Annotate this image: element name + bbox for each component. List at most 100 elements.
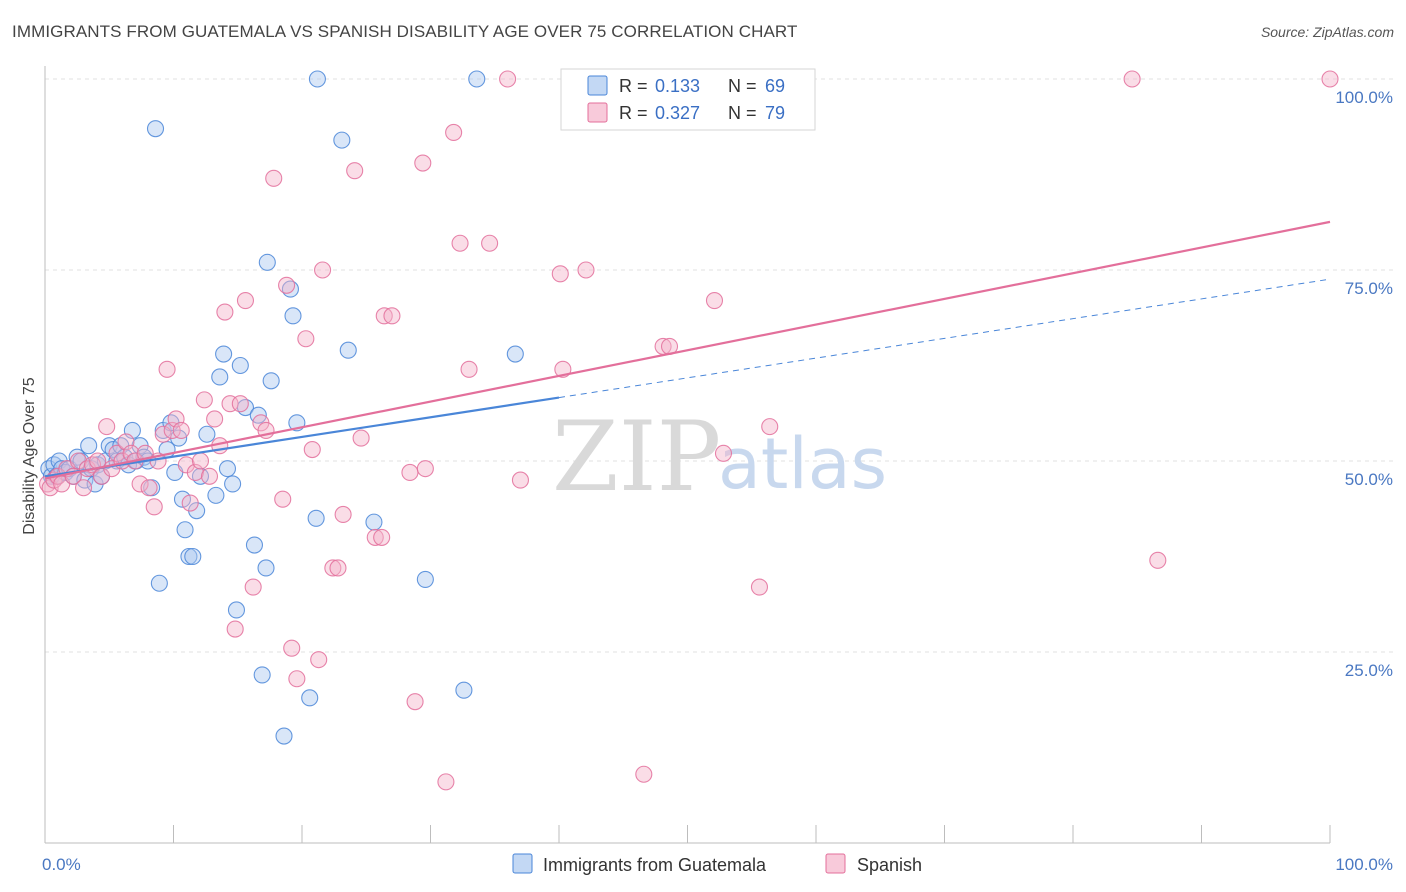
point-guatemala-43 — [198, 425, 216, 443]
point-guatemala-66 — [339, 341, 357, 359]
watermark-atlas: atlas — [718, 423, 887, 505]
point-spanish-34 — [195, 391, 213, 409]
point-guatemala-48 — [224, 475, 242, 493]
point-spanish-82 — [714, 444, 733, 462]
point-spanish-25 — [154, 425, 172, 443]
point-guatemala-63 — [307, 509, 325, 527]
point-guatemala-55 — [257, 559, 275, 577]
point-spanish-69 — [445, 123, 463, 142]
point-spanish-77 — [577, 261, 595, 279]
point-spanish-35 — [200, 467, 219, 485]
point-spanish-36 — [206, 410, 224, 428]
legend-r-value-1: 0.133 — [655, 76, 700, 96]
point-spanish-8 — [75, 479, 93, 497]
point-spanish-52 — [303, 440, 321, 459]
point-spanish-73 — [499, 70, 517, 88]
point-guatemala-52 — [245, 536, 264, 554]
y-tick-label-0: 100.0% — [1335, 88, 1393, 107]
point-spanish-47 — [274, 490, 292, 508]
point-guatemala-39 — [180, 547, 198, 566]
point-guatemala-64 — [308, 70, 326, 88]
point-guatemala-68 — [416, 570, 434, 588]
point-spanish-85 — [1123, 70, 1141, 88]
point-spanish-46 — [265, 169, 283, 187]
point-spanish-61 — [373, 528, 391, 546]
point-spanish-58 — [346, 162, 364, 180]
point-spanish-87 — [1321, 70, 1339, 88]
legend-r-value-2: 0.327 — [655, 103, 700, 123]
point-guatemala-56 — [258, 253, 276, 271]
point-spanish-60 — [366, 528, 384, 546]
y-tick-label-3: 25.0% — [1345, 661, 1393, 680]
point-spanish-48 — [278, 276, 296, 294]
point-spanish-51 — [297, 330, 315, 348]
y-axis-label: Disability Age Over 75 — [21, 377, 38, 535]
source-label: Source: ZipAtlas.com — [1260, 24, 1394, 40]
point-spanish-42 — [236, 292, 255, 310]
y-tick-labels: 100.0% 75.0% 50.0% 25.0% — [1335, 88, 1393, 680]
legend-swatch-pink — [587, 102, 608, 123]
point-spanish-33 — [191, 452, 210, 470]
x-tick-label-1: 100.0% — [1335, 855, 1393, 874]
point-spanish-59 — [352, 429, 370, 447]
point-guatemala-57 — [262, 372, 280, 390]
point-guatemala-31 — [150, 574, 168, 592]
trend-lines — [44, 220, 1331, 480]
point-guatemala-62 — [301, 689, 319, 707]
x-tick-labels: 0.0% 100.0% — [42, 855, 1393, 874]
point-guatemala-47 — [218, 460, 237, 478]
legend-n-value-1: 69 — [765, 76, 785, 96]
point-guatemala-69 — [455, 681, 473, 699]
point-spanish-54 — [314, 261, 332, 279]
point-guatemala-40 — [184, 547, 202, 566]
bottom-legend: Immigrants from Guatemala Spanish — [512, 853, 922, 875]
point-guatemala-67 — [365, 513, 383, 531]
point-spanish-23 — [145, 498, 163, 516]
point-spanish-53 — [310, 651, 328, 669]
point-spanish-20 — [131, 475, 149, 493]
point-spanish-56 — [329, 559, 347, 577]
point-spanish-68 — [437, 773, 455, 791]
point-spanish-83 — [750, 578, 769, 596]
point-guatemala-46 — [215, 345, 233, 363]
point-guatemala-37 — [173, 490, 192, 508]
point-spanish-41 — [231, 395, 249, 413]
point-spanish-67 — [416, 460, 434, 478]
legend-n-label-1: N = — [728, 76, 757, 96]
chart-title: IMMIGRANTS FROM GUATEMALA VS SPANISH DIS… — [12, 22, 798, 41]
point-spanish-64 — [401, 463, 419, 482]
point-guatemala-45 — [211, 368, 229, 386]
legend-n-value-2: 79 — [765, 103, 785, 123]
point-spanish-39 — [221, 395, 239, 413]
point-spanish-40 — [226, 620, 244, 638]
bottom-legend-label-spanish: Spanish — [857, 855, 922, 875]
data-points — [39, 70, 1339, 791]
point-spanish-72 — [481, 234, 499, 252]
point-spanish-29 — [172, 421, 190, 439]
trend-line-spanish — [44, 220, 1331, 480]
point-guatemala-49 — [227, 601, 246, 619]
legend-r-label-1: R = — [619, 76, 648, 96]
point-guatemala-65 — [333, 131, 351, 149]
point-guatemala-12 — [80, 437, 98, 455]
bottom-legend-label-guatemala: Immigrants from Guatemala — [543, 855, 767, 875]
point-spanish-63 — [383, 307, 401, 325]
point-spanish-78 — [635, 765, 653, 783]
point-guatemala-38 — [176, 521, 194, 539]
point-guatemala-30 — [146, 120, 165, 138]
point-guatemala-70 — [468, 70, 486, 88]
point-spanish-66 — [414, 154, 432, 172]
watermark-zip: ZIP — [552, 401, 721, 513]
point-guatemala-60 — [284, 307, 302, 325]
point-spanish-70 — [451, 234, 469, 252]
trend-line-guatemala — [44, 396, 560, 478]
point-guatemala-50 — [231, 356, 249, 375]
y-tick-label-1: 75.0% — [1345, 279, 1393, 298]
legend-box: R = 0.133 N = 69 R = 0.327 N = 79 — [560, 68, 816, 131]
legend-n-label-2: N = — [728, 103, 757, 123]
trend-line-guatemala-extension — [558, 278, 1331, 399]
point-guatemala-58 — [275, 727, 293, 745]
point-guatemala-71 — [506, 345, 524, 363]
point-spanish-57 — [334, 505, 352, 524]
